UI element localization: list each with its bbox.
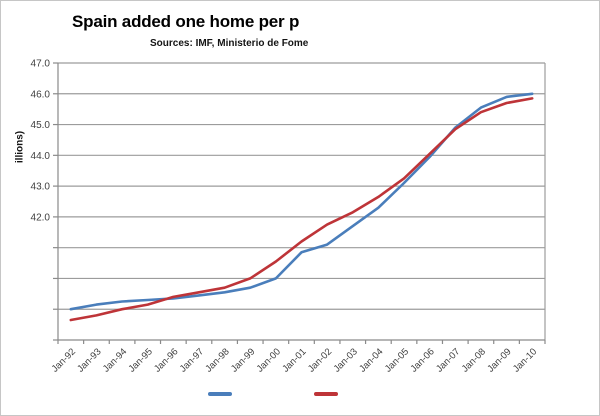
svg-text:44.0: 44.0	[31, 151, 51, 162]
svg-text:Jan-93: Jan-93	[75, 346, 103, 374]
svg-text:Jan-99: Jan-99	[229, 346, 257, 374]
svg-text:Jan-94: Jan-94	[101, 346, 129, 374]
svg-text:Jan-97: Jan-97	[178, 346, 206, 374]
svg-text:Jan-07: Jan-07	[434, 346, 462, 374]
legend-marker-blue-series	[208, 392, 232, 396]
svg-text:Jan-98: Jan-98	[203, 346, 231, 374]
chart-title: Spain added one home per p	[72, 12, 300, 31]
svg-text:Jan-01: Jan-01	[280, 346, 308, 374]
svg-text:47.0: 47.0	[31, 59, 51, 70]
svg-text:Jan-95: Jan-95	[127, 346, 155, 374]
svg-text:Jan-05: Jan-05	[383, 346, 411, 374]
svg-text:45.0: 45.0	[31, 120, 51, 131]
legend-marker-red-series	[314, 392, 338, 396]
svg-text:43.0: 43.0	[31, 182, 51, 193]
svg-text:Jan-06: Jan-06	[408, 346, 436, 374]
svg-text:Jan-02: Jan-02	[306, 346, 334, 374]
svg-text:Jan-00: Jan-00	[255, 346, 283, 374]
svg-text:Jan-03: Jan-03	[332, 346, 360, 374]
svg-text:Jan-92: Jan-92	[50, 346, 78, 374]
svg-text:Jan-04: Jan-04	[357, 346, 385, 374]
svg-text:Jan-10: Jan-10	[511, 346, 539, 374]
svg-text:Jan-09: Jan-09	[485, 346, 513, 374]
svg-text:46.0: 46.0	[31, 89, 51, 100]
svg-text:42.0: 42.0	[31, 212, 51, 223]
svg-text:Jan-96: Jan-96	[152, 346, 180, 374]
svg-text:Jan-08: Jan-08	[460, 346, 488, 374]
chart-subtitle: Sources: IMF, Ministerio de Fome	[150, 38, 309, 49]
